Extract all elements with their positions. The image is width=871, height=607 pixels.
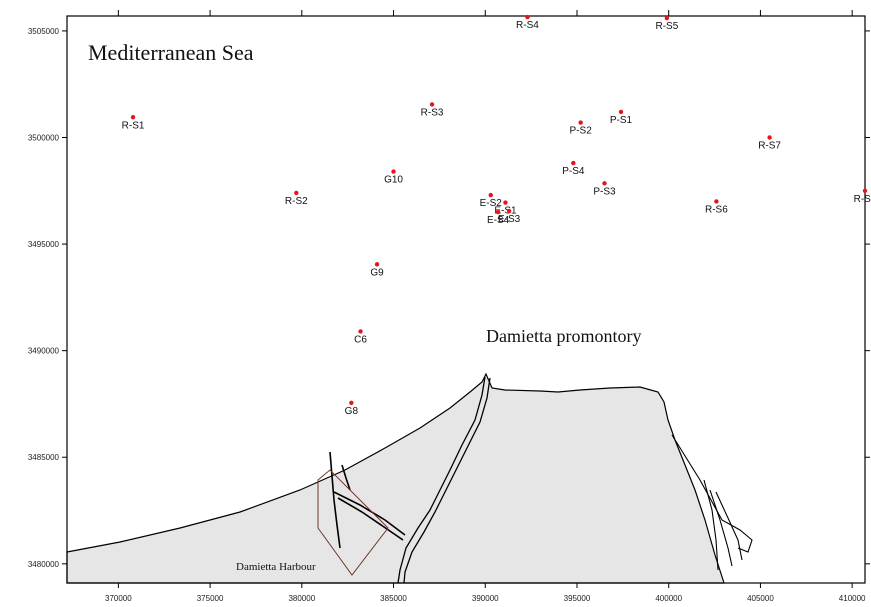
station-marker bbox=[503, 200, 508, 205]
x-tick-label: 390000 bbox=[472, 594, 499, 603]
station-p-s4: P-S4 bbox=[562, 160, 585, 177]
station-r-s2: R-S2 bbox=[285, 190, 308, 207]
station-marker bbox=[714, 199, 719, 204]
station-marker bbox=[506, 208, 512, 214]
station-label: P-S2 bbox=[570, 126, 593, 137]
station-marker bbox=[618, 109, 624, 115]
station-label: P-S1 bbox=[610, 115, 633, 126]
station-label: R-S6 bbox=[705, 204, 728, 215]
y-tick-label: 3500000 bbox=[28, 134, 60, 143]
station-e-s3: E-S3 bbox=[498, 208, 521, 225]
station-marker bbox=[358, 329, 363, 334]
y-tick-label: 3495000 bbox=[28, 240, 60, 249]
y-tick-label: 3480000 bbox=[28, 560, 60, 569]
nile-branch bbox=[397, 376, 491, 584]
x-tick-label: 405000 bbox=[747, 594, 774, 603]
station-marker bbox=[664, 15, 670, 21]
x-tick-label: 385000 bbox=[380, 594, 407, 603]
y-tick-label: 3505000 bbox=[28, 27, 60, 36]
station-label: C6 bbox=[354, 334, 367, 345]
station-g8: G8 bbox=[345, 400, 359, 417]
sampling-stations: R-S1 R-S2 R-S3 R-S4 R-S5 R-S6 R-S7 R-S8 G10 G9 C6 G… bbox=[122, 14, 871, 417]
station-label: R-S2 bbox=[285, 196, 308, 207]
x-tick-label: 375000 bbox=[197, 594, 224, 603]
station-marker bbox=[488, 192, 493, 198]
station-label: E-S1 bbox=[494, 206, 517, 217]
y-tick-label: 3485000 bbox=[28, 453, 60, 462]
x-tick-label: 410000 bbox=[839, 594, 866, 603]
station-e-s1: E-S1 bbox=[494, 200, 517, 217]
station-marker bbox=[374, 262, 380, 267]
station-marker bbox=[571, 160, 576, 166]
station-p-s3: P-S3 bbox=[593, 181, 616, 197]
x-tick-label: 380000 bbox=[288, 594, 315, 603]
station-label: R-S1 bbox=[122, 120, 145, 131]
station-marker bbox=[130, 115, 136, 120]
station-r-s8: R-S8 bbox=[854, 188, 871, 205]
x-tick-label: 395000 bbox=[564, 594, 591, 603]
station-marker bbox=[294, 190, 299, 196]
station-p-s1: P-S1 bbox=[610, 109, 633, 126]
station-label: G9 bbox=[370, 267, 384, 278]
station-label: G10 bbox=[384, 175, 403, 186]
station-marker bbox=[767, 135, 772, 140]
station-g10: G10 bbox=[384, 169, 403, 186]
station-r-s3: R-S3 bbox=[421, 102, 444, 118]
station-label: R-S7 bbox=[758, 141, 781, 152]
station-label: R-S8 bbox=[854, 194, 871, 205]
station-marker bbox=[495, 209, 501, 215]
station-label: E-S4 bbox=[487, 215, 510, 226]
station-e-s2: E-S2 bbox=[480, 192, 503, 209]
station-p-s2: P-S2 bbox=[570, 120, 593, 137]
map-title: Mediterranean Sea bbox=[88, 40, 254, 65]
station-r-s7: R-S7 bbox=[758, 135, 781, 152]
station-label: P-S4 bbox=[562, 166, 585, 177]
map-frame bbox=[66, 15, 866, 584]
station-marker bbox=[862, 188, 868, 193]
station-marker bbox=[602, 181, 607, 186]
eastern-coast-features bbox=[671, 434, 753, 571]
station-marker bbox=[525, 14, 530, 20]
station-label: G8 bbox=[345, 406, 359, 417]
promontory-label: Damietta promontory bbox=[486, 326, 641, 346]
station-marker bbox=[349, 400, 354, 406]
station-label: E-S3 bbox=[498, 214, 521, 225]
station-label: E-S2 bbox=[480, 198, 503, 209]
station-label: R-S3 bbox=[421, 107, 444, 118]
station-r-s4: R-S4 bbox=[516, 14, 539, 31]
x-tick-label: 400000 bbox=[655, 594, 682, 603]
station-marker bbox=[391, 169, 396, 174]
station-r-s5: R-S5 bbox=[655, 15, 679, 32]
land-mass bbox=[66, 372, 725, 584]
station-label: R-S4 bbox=[516, 20, 539, 31]
station-marker bbox=[429, 102, 435, 107]
station-r-s1: R-S1 bbox=[122, 115, 145, 131]
station-label: R-S5 bbox=[655, 21, 678, 32]
station-g9: G9 bbox=[370, 262, 384, 278]
x-axis: 370000 375000 380000 385000 390000 395000 4000… bbox=[105, 10, 866, 603]
x-tick-label: 370000 bbox=[105, 594, 132, 603]
harbour-boundary bbox=[317, 469, 389, 576]
station-r-s6: R-S6 bbox=[705, 199, 728, 215]
y-axis: 3505000 3500000 3495000 3490000 3485000 34800… bbox=[28, 27, 870, 569]
station-e-s4: E-S4 bbox=[487, 209, 510, 226]
station-marker bbox=[578, 120, 583, 125]
station-c6: C6 bbox=[354, 329, 367, 345]
y-tick-label: 3490000 bbox=[28, 347, 60, 356]
station-label: P-S3 bbox=[593, 186, 616, 197]
harbour-label: Damietta Harbour bbox=[236, 561, 316, 573]
